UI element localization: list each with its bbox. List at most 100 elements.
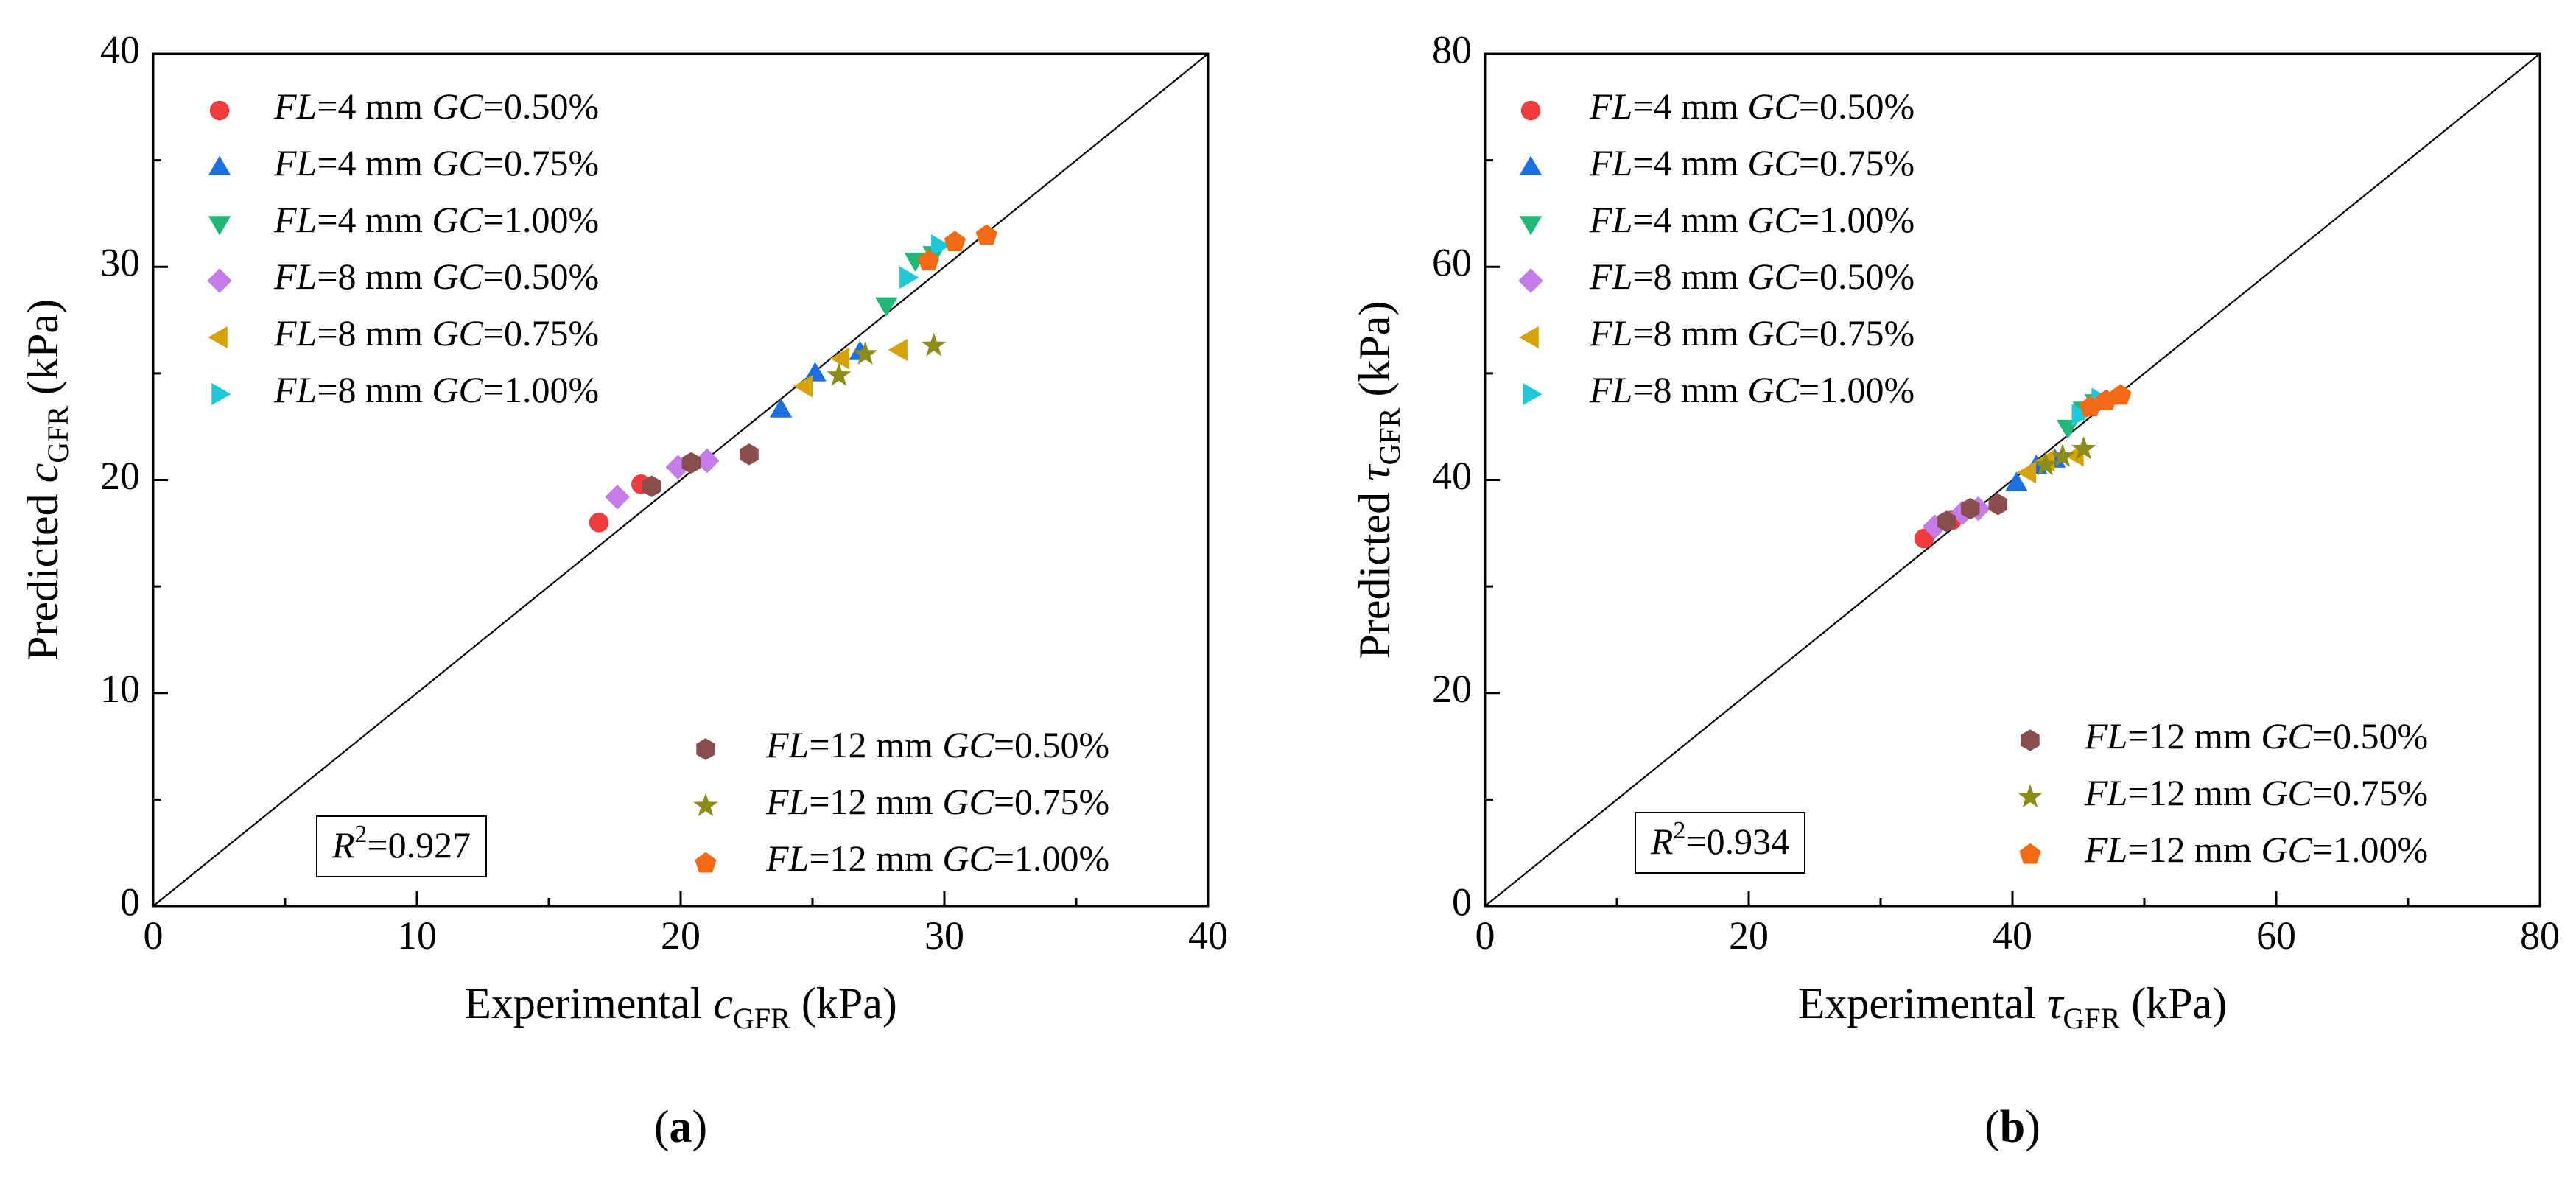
data-point [740, 443, 759, 466]
data-point [2079, 396, 2102, 417]
data-point [1960, 497, 1980, 520]
data-point [829, 347, 850, 370]
legend-label: FL=4 mm GC=0.50% [1589, 85, 1915, 127]
legend-entry: FL=8 mm GC=1.00% [1523, 369, 1915, 410]
data-point [875, 297, 898, 317]
chart-panel-b: 0 20 40 60 80 0 20 40 60 80 Experimental τGFR (kPa… [1350, 27, 2560, 1152]
data-point [827, 362, 852, 386]
series-star [827, 332, 947, 386]
legend-entry: FL=8 mm GC=0.75% [208, 312, 599, 354]
legend-marker [208, 216, 231, 236]
legend-label: FL=8 mm GC=1.00% [1589, 369, 1915, 410]
legend-label: FL=12 mm GC=0.50% [765, 724, 1109, 765]
data-point [642, 475, 661, 497]
legend-entry: FL=12 mm GC=1.00% [2019, 829, 2428, 870]
x-tick-label: 40 [1993, 913, 2032, 958]
legend-entry: FL=4 mm GC=1.00% [1519, 199, 1915, 240]
x-tick-label: 20 [1729, 913, 1769, 958]
series-hexagon [642, 443, 759, 497]
x-tick-label: 10 [397, 913, 437, 958]
series-star [2033, 436, 2096, 476]
y-tick-label: 0 [120, 880, 140, 924]
legend-marker [209, 100, 230, 121]
legend-label: FL=8 mm GC=1.00% [273, 369, 599, 410]
legend-entry: FL=12 mm GC=0.50% [2021, 715, 2428, 757]
legend-label: FL=12 mm GC=1.00% [2084, 829, 2428, 870]
legend-marker [207, 268, 232, 293]
x-tick-label: 80 [2520, 913, 2560, 958]
r2-box [316, 815, 487, 877]
legend-marker [1519, 326, 1539, 349]
legend-label: FL=4 mm GC=0.75% [1589, 142, 1915, 183]
legend-entry: FL=12 mm GC=1.00% [695, 838, 1109, 879]
x-axis-label: Experimental τGFR (kPa) [1798, 979, 2227, 1035]
data-point [2005, 471, 2028, 491]
legend-entry: FL=4 mm GC=1.00% [208, 199, 599, 240]
legend-entry: FL=12 mm GC=0.75% [693, 781, 1109, 822]
data-point [2016, 461, 2037, 484]
legend-marker [695, 852, 717, 873]
legend-label: FL=8 mm GC=0.50% [1589, 256, 1915, 297]
legend-marker [2018, 784, 2043, 808]
data-point [681, 452, 701, 474]
legend-label: FL=8 mm GC=0.75% [273, 312, 599, 354]
legend-entry: FL=12 mm GC=0.75% [2018, 772, 2428, 813]
y-tick-label: 40 [1432, 454, 1472, 498]
r2-annotation: R2=0.934 [1650, 817, 1789, 863]
legend-label: FL=4 mm GC=0.75% [273, 142, 599, 183]
series-pentagon [2079, 384, 2132, 417]
legend-marker [1519, 216, 1543, 236]
x-tick-label: 30 [924, 913, 964, 958]
data-point [1914, 528, 1934, 549]
data-point [975, 224, 997, 245]
legend-marker [211, 382, 231, 406]
y-tick-label: 20 [100, 454, 140, 498]
y-axis-label: Predicted τGFR (kPa) [1350, 301, 1406, 659]
legend-label: FL=12 mm GC=0.50% [2084, 715, 2428, 757]
legend-entry: FL=8 mm GC=1.00% [211, 369, 599, 410]
chart-panel-a: 0 10 20 30 40 0 10 20 30 40 Experimental cGFR (kPa… [18, 27, 1228, 1152]
x-tick-label: 0 [144, 913, 164, 958]
legend-label: FL=8 mm GC=0.75% [1589, 312, 1915, 354]
data-point [888, 338, 908, 362]
legend-label: FL=4 mm GC=1.00% [273, 199, 599, 240]
legend-marker [2019, 843, 2041, 864]
r2-box [1635, 812, 1805, 874]
legend-marker [2021, 729, 2040, 751]
data-point [695, 448, 720, 474]
legend-label: FL=12 mm GC=1.00% [765, 838, 1109, 879]
y-tick-label: 30 [100, 241, 140, 285]
series-hexagon [1937, 494, 2008, 533]
data-point [922, 332, 947, 357]
legend-marker [1519, 155, 1543, 175]
y-tick-label: 40 [100, 27, 140, 71]
series-pentagon [917, 224, 997, 271]
data-point [589, 513, 609, 533]
data-point [2071, 436, 2096, 460]
y-tick-label: 10 [100, 667, 140, 711]
y-tick-label: 0 [1452, 880, 1472, 924]
legend-marker [1518, 268, 1543, 293]
legend-entry: FL=4 mm GC=0.75% [208, 142, 599, 183]
y-tick-label: 80 [1432, 27, 1472, 71]
y-tick-label: 20 [1432, 667, 1472, 711]
y-axis-label: Predicted cGFR (kPa) [18, 299, 74, 661]
data-point [917, 250, 940, 271]
r2-annotation: R2=0.927 [331, 821, 471, 866]
data-point [2071, 404, 2091, 427]
legend-marker [693, 793, 718, 817]
data-point [793, 375, 813, 398]
panel-label: (a) [654, 1102, 707, 1152]
x-tick-label: 20 [661, 913, 701, 958]
x-axis-label: Experimental cGFR (kPa) [464, 979, 897, 1035]
series-triangle-left [793, 338, 908, 398]
legend-entry: FL=8 mm GC=0.50% [1518, 256, 1915, 297]
data-point [804, 362, 827, 382]
legend-label: FL=4 mm GC=0.50% [273, 85, 599, 127]
data-point [1988, 494, 2008, 516]
data-point [931, 234, 951, 257]
data-point [2110, 384, 2132, 405]
legend-marker [1520, 100, 1541, 121]
legend-entry: FL=8 mm GC=0.50% [207, 256, 599, 297]
